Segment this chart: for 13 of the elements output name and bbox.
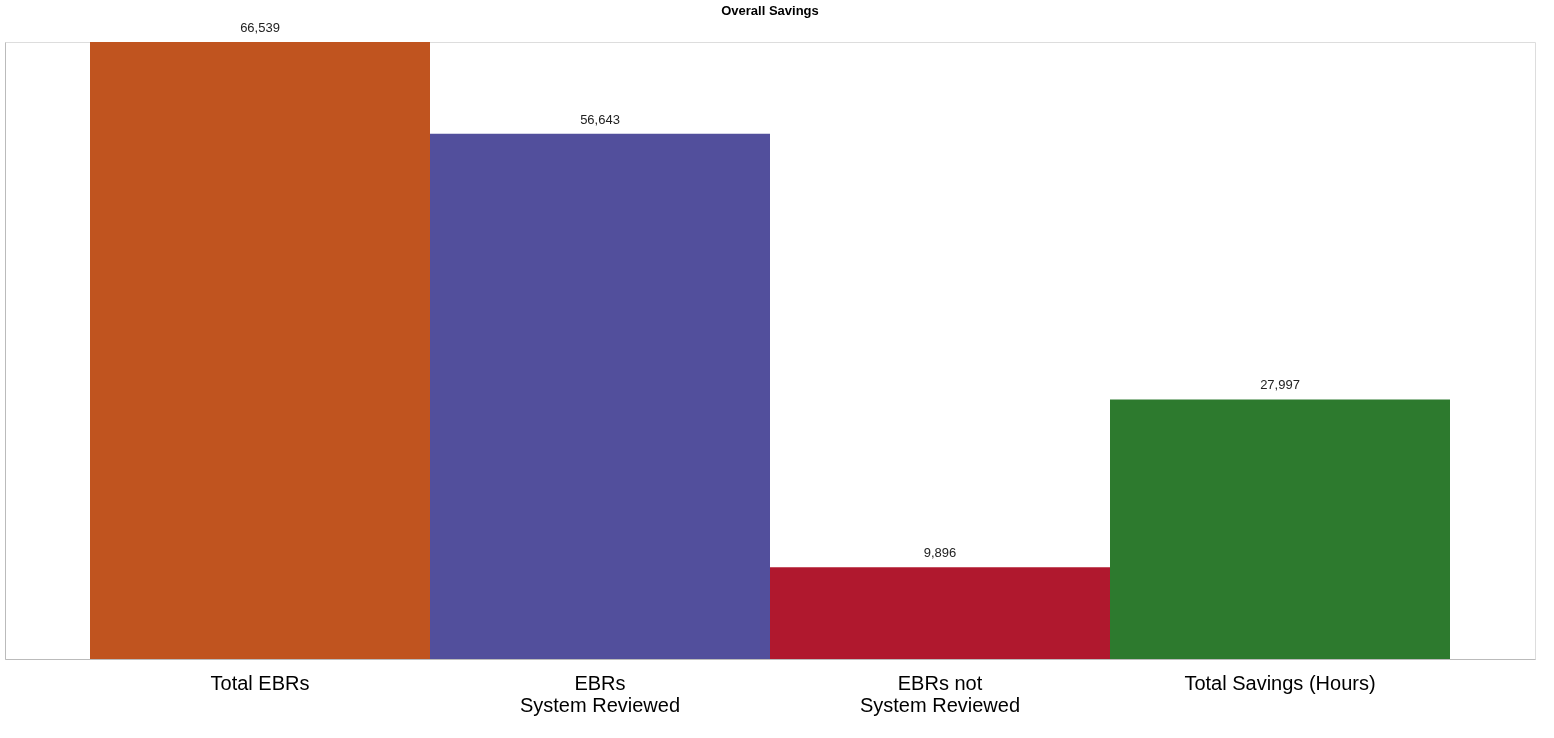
bar [90,42,430,659]
data-label: 9,896 [923,545,957,561]
data-label: 66,539 [240,20,280,35]
x-tick-label: EBRs System Reviewed [519,671,681,716]
bar [430,133,770,659]
chart-title: Overall Savings [721,3,819,18]
bar [770,567,1110,659]
data-label: 56,643 [580,111,620,127]
x-tick-label: EBRs not System Reviewed [859,671,1021,716]
x-tick-label: Total Savings (Hours) [1184,671,1376,694]
bar [1110,399,1450,659]
data-label: 27,997 [1260,377,1300,393]
x-tick-label: Total EBRs [210,671,310,694]
